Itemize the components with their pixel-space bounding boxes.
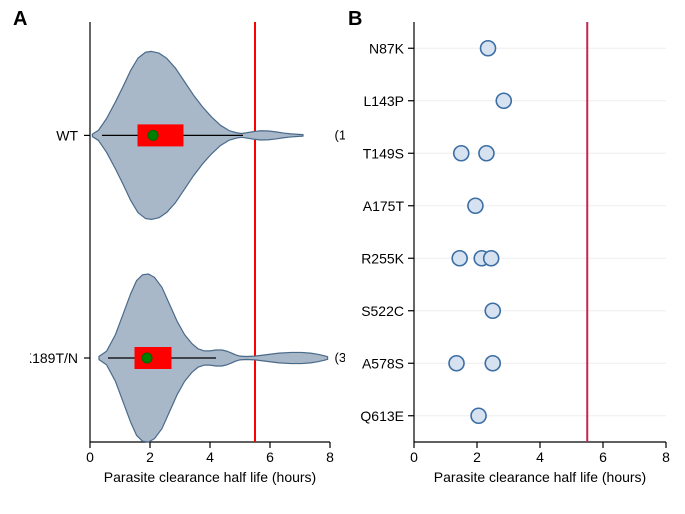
svg-text:8: 8	[662, 449, 670, 465]
svg-text:S522C: S522C	[361, 303, 404, 319]
svg-text:N87K: N87K	[369, 40, 405, 56]
svg-text:(159): (159)	[335, 127, 346, 142]
panel-b-svg: 0 2 4 6 8 N87K L143P T149S A175T R255K S522C A578S Q…	[358, 10, 678, 500]
svg-text:WT: WT	[56, 127, 78, 143]
svg-text:Parasite clearance half life (: Parasite clearance half life (hours)	[434, 469, 646, 485]
svg-text:Q613E: Q613E	[360, 408, 404, 424]
svg-text:K189T/N: K189T/N	[30, 350, 78, 366]
svg-text:4: 4	[206, 449, 214, 465]
svg-text:0: 0	[410, 449, 418, 465]
figure-root: A 0 2 4 6 8 Parasite clearance half life (hou…	[0, 0, 685, 514]
svg-text:2: 2	[473, 449, 481, 465]
svg-text:6: 6	[266, 449, 274, 465]
svg-text:L143P: L143P	[364, 93, 404, 109]
svg-text:(33): (33)	[335, 350, 346, 365]
svg-text:T149S: T149S	[363, 145, 404, 161]
panel-a-svg: 0 2 4 6 8 Parasite clearance half life (hours…	[30, 10, 345, 500]
panel-a-label: A	[13, 8, 27, 31]
svg-text:4: 4	[536, 449, 544, 465]
svg-text:R255K: R255K	[361, 250, 404, 266]
svg-text:8: 8	[326, 449, 334, 465]
svg-text:Parasite clearance half life (: Parasite clearance half life (hours)	[104, 469, 316, 485]
svg-text:2: 2	[146, 449, 154, 465]
svg-text:A578S: A578S	[362, 355, 404, 371]
svg-text:6: 6	[599, 449, 607, 465]
svg-text:0: 0	[86, 449, 94, 465]
svg-text:A175T: A175T	[363, 198, 405, 214]
